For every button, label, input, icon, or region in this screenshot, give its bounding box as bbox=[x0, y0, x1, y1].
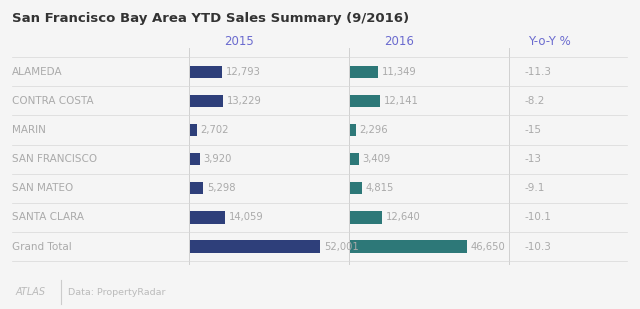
Text: 2,296: 2,296 bbox=[360, 125, 388, 135]
Text: 52,001: 52,001 bbox=[324, 242, 359, 252]
Text: ALAMEDA: ALAMEDA bbox=[12, 67, 62, 77]
Text: 46,650: 46,650 bbox=[470, 242, 506, 252]
Text: CONTRA COSTA: CONTRA COSTA bbox=[12, 96, 93, 106]
Text: 14,059: 14,059 bbox=[229, 212, 264, 222]
Text: 12,640: 12,640 bbox=[385, 212, 420, 222]
Text: -11.3: -11.3 bbox=[525, 67, 552, 77]
Text: Y-o-Y %: Y-o-Y % bbox=[528, 35, 571, 48]
Text: 2015: 2015 bbox=[224, 35, 253, 48]
Text: Grand Total: Grand Total bbox=[12, 242, 71, 252]
Text: SANTA CLARA: SANTA CLARA bbox=[12, 212, 83, 222]
Text: San Francisco Bay Area YTD Sales Summary (9/2016): San Francisco Bay Area YTD Sales Summary… bbox=[12, 12, 409, 25]
Text: 3,920: 3,920 bbox=[204, 154, 232, 164]
Text: 5,298: 5,298 bbox=[207, 183, 236, 193]
Text: 13,229: 13,229 bbox=[227, 96, 262, 106]
Text: SAN FRANCISCO: SAN FRANCISCO bbox=[12, 154, 97, 164]
Text: -15: -15 bbox=[525, 125, 542, 135]
Text: -10.3: -10.3 bbox=[525, 242, 552, 252]
Text: Data: PropertyRadar: Data: PropertyRadar bbox=[68, 287, 166, 297]
Text: 2,702: 2,702 bbox=[201, 125, 229, 135]
Text: 3,409: 3,409 bbox=[362, 154, 390, 164]
Text: 2016: 2016 bbox=[384, 35, 414, 48]
Text: 12,141: 12,141 bbox=[384, 96, 419, 106]
Text: MARIN: MARIN bbox=[12, 125, 45, 135]
Text: -9.1: -9.1 bbox=[525, 183, 545, 193]
Text: -10.1: -10.1 bbox=[525, 212, 552, 222]
Text: 4,815: 4,815 bbox=[366, 183, 394, 193]
Text: -8.2: -8.2 bbox=[525, 96, 545, 106]
Text: ATLAS: ATLAS bbox=[16, 287, 46, 297]
Text: 12,793: 12,793 bbox=[226, 67, 261, 77]
Text: 11,349: 11,349 bbox=[382, 67, 417, 77]
Text: -13: -13 bbox=[525, 154, 542, 164]
Text: SAN MATEO: SAN MATEO bbox=[12, 183, 73, 193]
